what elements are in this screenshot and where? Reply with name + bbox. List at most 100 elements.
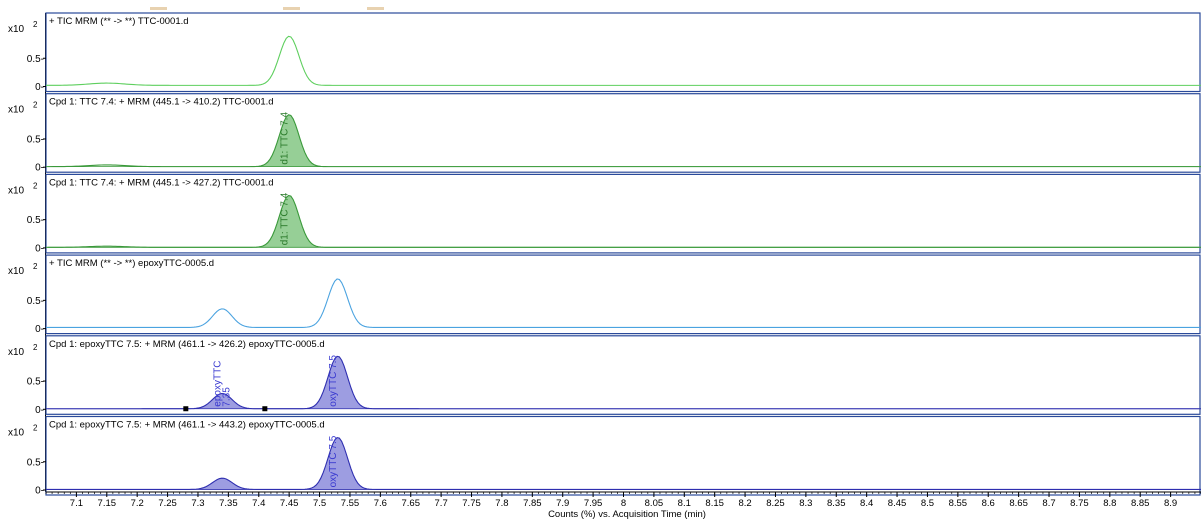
y-tick-label: 0- — [35, 163, 44, 174]
x-tick-label: 8.05 — [645, 498, 664, 509]
y-tick-label: 0- — [35, 405, 44, 416]
panel-frame — [45, 93, 1201, 173]
x-tick-label: 7.85 — [523, 498, 542, 509]
y-tick-label: 0- — [35, 324, 44, 335]
y-tick-label: 0.5- — [27, 54, 44, 65]
x-tick-label: 7.7 — [435, 498, 448, 509]
y-multiplier-label: x10 — [8, 347, 25, 358]
integration-marker — [262, 406, 268, 412]
panel-title: Cpd 1: epoxyTTC 7.5: + MRM (461.1 -> 426… — [49, 339, 325, 350]
x-tick-label: 7.75 — [462, 498, 481, 509]
peak-label: d1: TTC 7.4 — [279, 192, 290, 245]
panel-frame — [45, 335, 1201, 415]
x-tick-label: 7.5 — [313, 498, 326, 509]
x-tick-label: 7.95 — [584, 498, 603, 509]
panel-frame — [45, 254, 1201, 335]
trace-line — [46, 278, 1201, 329]
panel-title: Cpd 1: TTC 7.4: + MRM (445.1 -> 427.2) T… — [49, 177, 274, 188]
x-tick-label: 7.1 — [70, 498, 83, 509]
x-tick-label: 7.35 — [219, 498, 238, 509]
chromatogram-panel: x10 2 0- 0.5- + TIC MRM (** -> **) epoxyTTC-… — [8, 254, 1201, 335]
y-tick-label: 0- — [35, 486, 44, 497]
x-tick-label: 7.2 — [131, 498, 144, 509]
x-tick-label: 8.55 — [949, 498, 968, 509]
peak-area-fill — [250, 114, 329, 167]
panel-frame — [45, 173, 1201, 254]
x-tick-label: 7.9 — [556, 498, 569, 509]
x-tick-label: 7.6 — [374, 498, 387, 509]
y-tick-label: 0.5- — [27, 377, 44, 388]
x-tick-label: 7.15 — [98, 498, 117, 509]
y-multiplier-label: x10 — [8, 105, 25, 116]
y-tick-label: 0- — [35, 243, 44, 254]
x-tick-label: 8 — [621, 498, 626, 509]
y-exponent-label: 2 — [33, 424, 38, 433]
top-tab-mark — [150, 7, 167, 10]
chromatogram-panel: x10 2 0- 0.5- d1: TTC 7.4 Cpd 1: TTC 7.4: + M… — [8, 173, 1201, 254]
x-tick-label: 8.75 — [1070, 498, 1089, 509]
y-tick-label: 0.5- — [27, 296, 44, 307]
y-exponent-label: 2 — [33, 101, 38, 110]
y-multiplier-label: x10 — [8, 185, 25, 196]
x-tick-label: 8.7 — [1042, 498, 1055, 509]
y-exponent-label: 2 — [33, 20, 38, 29]
y-tick-label: 0.5- — [27, 215, 44, 226]
panel-title: + TIC MRM (** -> **) TTC-0001.d — [49, 16, 189, 27]
x-tick-label: 8.3 — [799, 498, 812, 509]
y-multiplier-label: x10 — [8, 428, 25, 439]
peak-label: d1: TTC 7.4 — [279, 112, 290, 165]
x-tick-label: 7.45 — [280, 498, 299, 509]
x-tick-label: 7.55 — [341, 498, 360, 509]
x-tick-label: 7.8 — [495, 498, 508, 509]
x-tick-label: 8.45 — [888, 498, 907, 509]
x-axis-title: Counts (%) vs. Acquisition Time (min) — [548, 509, 706, 519]
integration-marker — [183, 406, 189, 412]
peak-area-fill — [250, 195, 329, 248]
top-tab-mark — [367, 7, 384, 10]
x-tick-label: 8.4 — [860, 498, 873, 509]
x-tick-label: 8.1 — [678, 498, 691, 509]
peak-label: 7.35 — [222, 387, 233, 407]
panel-title: Cpd 1: TTC 7.4: + MRM (445.1 -> 410.2) T… — [49, 97, 274, 108]
x-tick-label: 8.15 — [705, 498, 724, 509]
x-tick-label: 8.5 — [921, 498, 934, 509]
x-tick-label: 8.85 — [1131, 498, 1150, 509]
peak-area-fill — [298, 356, 377, 409]
peak-label: oxyTTC 7.5 — [328, 355, 339, 407]
peak-label: oxyTTC 7.5 — [328, 435, 339, 487]
x-tick-label: 7.4 — [252, 498, 265, 509]
x-tick-label: 7.65 — [401, 498, 420, 509]
y-tick-label: 0.5- — [27, 457, 44, 468]
y-exponent-label: 2 — [33, 181, 38, 190]
x-tick-label: 8.65 — [1009, 498, 1028, 509]
peak-label: epoxyTTC — [213, 361, 224, 407]
panel-title: + TIC MRM (** -> **) epoxyTTC-0005.d — [49, 258, 214, 269]
x-tick-label: 8.8 — [1103, 498, 1116, 509]
top-tab-mark — [283, 7, 300, 10]
x-tick-label: 8.25 — [766, 498, 785, 509]
x-tick-label: 8.6 — [982, 498, 995, 509]
y-exponent-label: 2 — [33, 262, 38, 271]
chromatogram-panel: x10 2 0- 0.5- + TIC MRM (** -> **) TTC-0001.… — [8, 12, 1201, 93]
peak-area-fill — [298, 437, 377, 490]
y-tick-label: 0.5- — [27, 134, 44, 145]
x-tick-label: 8.2 — [738, 498, 751, 509]
panel-frame — [45, 12, 1201, 93]
trace-line — [46, 35, 1201, 86]
y-multiplier-label: x10 — [8, 266, 25, 277]
peak-area-fill — [183, 393, 262, 409]
panel-title: Cpd 1: epoxyTTC 7.5: + MRM (461.1 -> 443… — [49, 420, 325, 431]
x-tick-label: 7.3 — [191, 498, 204, 509]
chromatogram-panel: x10 2 0- 0.5- d1: TTC 7.4 Cpd 1: TTC 7.4: + M… — [8, 93, 1201, 174]
x-tick-label: 8.9 — [1164, 498, 1177, 509]
y-exponent-label: 2 — [33, 343, 38, 352]
y-multiplier-label: x10 — [8, 24, 25, 35]
y-tick-label: 0- — [35, 82, 44, 93]
x-tick-label: 8.35 — [827, 498, 846, 509]
peak-area-fill — [183, 478, 262, 490]
x-tick-label: 7.25 — [158, 498, 177, 509]
